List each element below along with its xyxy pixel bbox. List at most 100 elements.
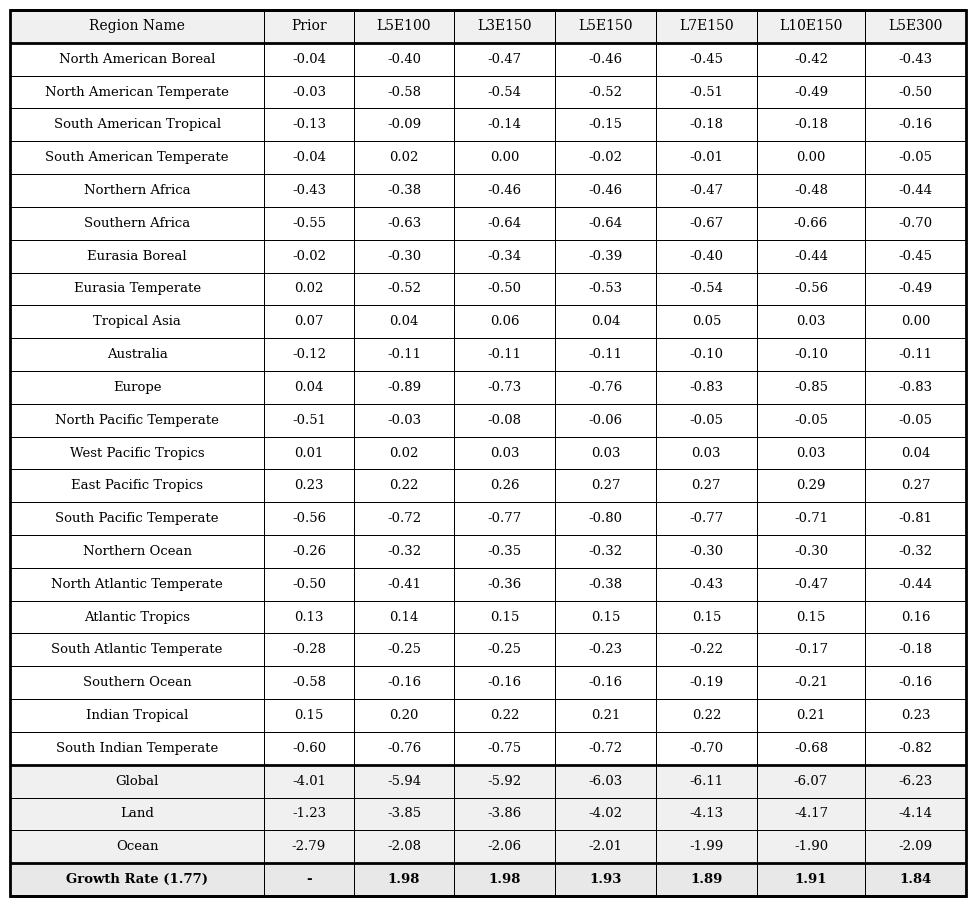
Bar [455,831,555,863]
Bar [555,831,656,863]
Text: -0.80: -0.80 [589,512,623,525]
Text: 0.03: 0.03 [692,447,721,459]
Text: -0.01: -0.01 [689,151,723,164]
Bar [10,797,264,831]
Bar [756,863,865,896]
Text: -0.67: -0.67 [689,217,723,230]
Text: -0.47: -0.47 [488,53,522,66]
Text: 0.00: 0.00 [796,151,826,164]
Bar [264,10,353,43]
Text: -0.34: -0.34 [488,250,522,263]
Text: 0.07: 0.07 [294,315,324,328]
Text: Northern Ocean: Northern Ocean [83,545,191,558]
Text: -0.68: -0.68 [793,742,828,755]
Text: -0.76: -0.76 [386,742,421,755]
Bar [865,831,966,863]
Text: -0.21: -0.21 [794,676,828,689]
Text: -0.32: -0.32 [386,545,421,558]
Text: -5.94: -5.94 [386,775,421,787]
Bar [10,765,264,797]
Text: -0.41: -0.41 [387,578,421,591]
Text: -0.70: -0.70 [899,217,933,230]
Text: North American Boreal: North American Boreal [59,53,216,66]
Text: -0.44: -0.44 [899,578,933,591]
Bar [455,863,555,896]
Text: -6.07: -6.07 [793,775,828,787]
Text: -0.63: -0.63 [386,217,421,230]
Text: -2.79: -2.79 [292,840,326,853]
Text: 0.27: 0.27 [692,479,721,492]
Text: -0.04: -0.04 [292,53,326,66]
Bar [756,797,865,831]
Bar [455,10,555,43]
Text: -6.03: -6.03 [589,775,623,787]
Text: -0.72: -0.72 [589,742,623,755]
Text: 0.15: 0.15 [490,611,519,623]
Text: 0.02: 0.02 [389,447,419,459]
Bar [865,10,966,43]
Text: -0.43: -0.43 [689,578,723,591]
Text: 1.98: 1.98 [489,873,521,886]
Text: -0.53: -0.53 [589,283,623,295]
Text: -4.01: -4.01 [292,775,326,787]
Text: Land: Land [120,807,154,821]
Text: -0.05: -0.05 [689,414,723,427]
Bar [656,863,756,896]
Text: -0.05: -0.05 [899,414,933,427]
Text: -0.23: -0.23 [589,643,623,656]
Text: -0.50: -0.50 [488,283,522,295]
Text: -0.25: -0.25 [488,643,522,656]
Text: -1.90: -1.90 [793,840,828,853]
Text: -0.15: -0.15 [589,119,623,131]
Bar [264,863,353,896]
Text: 0.05: 0.05 [692,315,721,328]
Text: Northern Africa: Northern Africa [84,184,190,197]
Text: -0.50: -0.50 [899,85,933,99]
Bar [555,863,656,896]
Text: -0.73: -0.73 [488,381,522,394]
Text: -2.06: -2.06 [488,840,522,853]
Text: South American Tropical: South American Tropical [54,119,221,131]
Text: -0.05: -0.05 [794,414,828,427]
Text: 1.98: 1.98 [387,873,421,886]
Text: 0.04: 0.04 [901,447,930,459]
Text: -0.46: -0.46 [589,184,623,197]
Text: East Pacific Tropics: East Pacific Tropics [71,479,203,492]
Text: -0.36: -0.36 [488,578,522,591]
Text: 0.03: 0.03 [796,315,826,328]
Bar [455,765,555,797]
Text: -6.11: -6.11 [689,775,723,787]
Text: 0.04: 0.04 [295,381,324,394]
Text: -5.92: -5.92 [488,775,522,787]
Text: -0.38: -0.38 [386,184,421,197]
Text: 0.15: 0.15 [590,611,621,623]
Text: -0.16: -0.16 [899,676,933,689]
Text: Ocean: Ocean [116,840,158,853]
Bar [756,765,865,797]
Bar [656,831,756,863]
Text: 0.22: 0.22 [490,709,519,722]
Text: 0.22: 0.22 [389,479,419,492]
Bar [10,863,264,896]
Text: -0.72: -0.72 [386,512,421,525]
Text: 0.00: 0.00 [490,151,519,164]
Bar [656,10,756,43]
Text: -4.14: -4.14 [899,807,933,821]
Text: -4.17: -4.17 [793,807,828,821]
Text: -2.01: -2.01 [589,840,623,853]
Text: -0.16: -0.16 [589,676,623,689]
Text: -2.08: -2.08 [387,840,421,853]
Text: -0.05: -0.05 [899,151,933,164]
Text: 0.21: 0.21 [590,709,621,722]
Text: -0.42: -0.42 [794,53,828,66]
Text: -1.23: -1.23 [292,807,326,821]
Text: -0.54: -0.54 [689,283,723,295]
Text: 0.03: 0.03 [796,447,826,459]
Text: 1.91: 1.91 [794,873,828,886]
Text: 0.04: 0.04 [389,315,419,328]
Text: -4.13: -4.13 [689,807,723,821]
Text: Southern Africa: Southern Africa [84,217,190,230]
Text: Australia: Australia [106,348,168,361]
Text: Global: Global [115,775,159,787]
Text: -1.99: -1.99 [689,840,723,853]
